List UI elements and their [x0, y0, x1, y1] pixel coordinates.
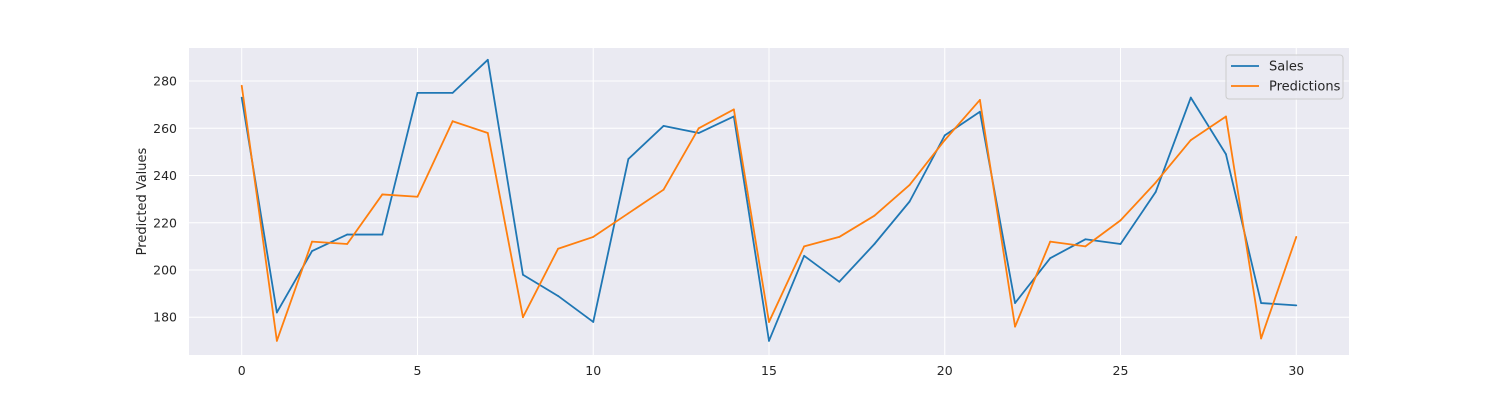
data-point-predictions-23 — [1049, 240, 1052, 243]
data-point-predictions-15 — [768, 321, 770, 323]
data-point-sales-2 — [311, 250, 313, 252]
data-point-predictions-24 — [1084, 245, 1087, 248]
data-point-sales-4 — [381, 233, 384, 236]
data-point-predictions-22 — [1014, 325, 1016, 328]
y-tick-label-260: 260 — [153, 121, 177, 136]
data-point-sales-12 — [662, 125, 665, 127]
x-tick-label-10: 10 — [585, 363, 601, 378]
data-point-sales-30 — [1295, 304, 1298, 307]
legend-label-predictions: Predictions — [1269, 80, 1341, 95]
data-point-sales-3 — [346, 233, 349, 236]
x-tick-label-15: 15 — [761, 363, 777, 378]
data-point-sales-6 — [451, 91, 454, 94]
data-point-sales-17 — [838, 280, 841, 283]
x-tick-label-20: 20 — [937, 363, 953, 378]
x-tick-label-30: 30 — [1288, 363, 1304, 378]
data-point-sales-9 — [557, 295, 559, 297]
data-point-predictions-28 — [1225, 115, 1227, 118]
series-lines — [240, 58, 1298, 342]
grid — [189, 48, 1349, 355]
data-point-sales-16 — [803, 254, 806, 257]
data-point-predictions-6 — [451, 120, 454, 123]
data-point-predictions-11 — [627, 212, 630, 215]
data-point-predictions-14 — [732, 108, 735, 111]
data-point-sales-1 — [275, 311, 278, 314]
data-point-predictions-9 — [557, 247, 559, 250]
y-axis-label: Predicted Values — [135, 147, 150, 255]
legend-label-sales: Sales — [1269, 60, 1304, 75]
data-point-predictions-1 — [275, 339, 278, 342]
data-point-predictions-4 — [381, 193, 384, 196]
data-point-sales-19 — [908, 200, 911, 203]
data-point-predictions-29 — [1260, 337, 1263, 340]
data-point-sales-15 — [768, 339, 770, 342]
data-point-predictions-27 — [1189, 139, 1192, 142]
data-point-sales-8 — [522, 273, 524, 276]
series-points-predictions — [240, 84, 1298, 342]
data-point-sales-29 — [1260, 302, 1263, 304]
y-axis-ticks: 180 200 220 240 260 280 — [153, 74, 177, 325]
data-point-predictions-20 — [943, 139, 946, 142]
x-tick-label-25: 25 — [1113, 363, 1129, 378]
data-point-sales-24 — [1084, 238, 1087, 241]
y-tick-label-200: 200 — [153, 262, 177, 277]
data-point-sales-10 — [592, 321, 595, 323]
y-tick-label-180: 180 — [153, 310, 177, 325]
data-point-predictions-0 — [240, 84, 243, 87]
data-point-sales-18 — [873, 243, 876, 245]
data-point-predictions-10 — [592, 236, 595, 238]
x-tick-label-0: 0 — [238, 363, 246, 378]
data-point-sales-11 — [627, 158, 630, 160]
data-point-sales-20 — [943, 134, 946, 137]
x-tick-label-5: 5 — [414, 363, 422, 378]
data-point-sales-26 — [1154, 191, 1157, 193]
data-point-sales-5 — [416, 91, 419, 94]
data-point-predictions-26 — [1154, 181, 1157, 184]
data-point-sales-28 — [1225, 153, 1227, 156]
data-point-sales-27 — [1189, 96, 1192, 99]
data-point-sales-22 — [1014, 302, 1016, 304]
data-point-sales-7 — [486, 58, 489, 61]
data-point-predictions-16 — [803, 245, 806, 248]
data-point-sales-0 — [240, 96, 243, 99]
data-point-sales-23 — [1049, 257, 1052, 260]
x-axis-ticks: 0 5 10 15 20 25 30 — [238, 363, 1305, 378]
data-point-predictions-19 — [908, 184, 911, 186]
data-point-predictions-25 — [1119, 219, 1122, 222]
data-point-predictions-30 — [1295, 236, 1298, 238]
data-point-sales-25 — [1119, 243, 1122, 245]
y-tick-label-280: 280 — [153, 74, 177, 89]
data-point-predictions-2 — [311, 240, 313, 243]
data-point-predictions-8 — [522, 316, 524, 319]
data-point-predictions-18 — [873, 214, 876, 217]
data-point-predictions-17 — [838, 236, 841, 238]
data-point-sales-13 — [697, 132, 700, 134]
legend: Sales Predictions — [1225, 54, 1344, 100]
y-tick-label-220: 220 — [153, 215, 177, 230]
data-point-predictions-3 — [346, 243, 349, 245]
data-point-predictions-5 — [416, 195, 419, 198]
data-point-predictions-13 — [697, 127, 700, 130]
series-points-sales — [240, 58, 1298, 342]
data-point-predictions-7 — [486, 132, 489, 134]
data-point-sales-21 — [979, 110, 981, 113]
y-tick-label-240: 240 — [153, 168, 177, 183]
data-point-predictions-12 — [662, 188, 665, 191]
data-point-predictions-21 — [979, 99, 981, 101]
